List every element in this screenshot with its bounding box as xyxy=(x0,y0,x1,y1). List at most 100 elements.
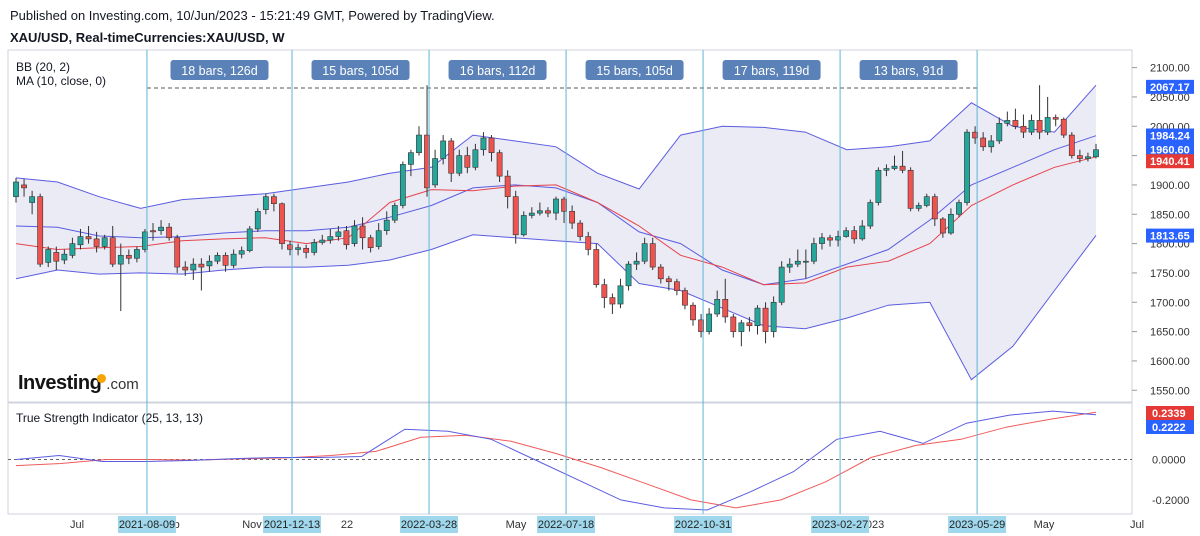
candle-body xyxy=(778,266,785,303)
candle-body xyxy=(351,225,358,244)
range-label: 15 bars, 105d xyxy=(322,64,398,78)
candle-body xyxy=(359,225,366,239)
candle-body xyxy=(271,196,277,205)
bb-legend[interactable]: BB (20, 2) xyxy=(16,60,71,74)
candle-body xyxy=(198,263,205,268)
candle-body xyxy=(875,169,882,203)
candle-body xyxy=(948,213,954,234)
candle-body xyxy=(150,230,156,233)
price-panel: 18 bars, 126d 15 bars, 105d 16 bars, 112d 1… xyxy=(7,49,1194,403)
candle-body xyxy=(311,242,318,253)
candle-body xyxy=(335,231,342,237)
date-marker-tag xyxy=(537,516,596,533)
candle-body xyxy=(657,266,664,280)
candle-body xyxy=(391,205,398,221)
candle-body xyxy=(964,131,970,203)
candle-body xyxy=(706,313,713,332)
candle-body xyxy=(682,290,688,306)
candle-body xyxy=(859,225,866,240)
range-label-box xyxy=(722,60,821,80)
candle-body xyxy=(802,260,809,263)
candle-body xyxy=(142,231,148,250)
candle-body xyxy=(553,198,559,214)
candle-body xyxy=(512,196,519,236)
candle-body xyxy=(1068,134,1075,156)
bb-lower-line xyxy=(15,234,1097,381)
investing-logo: Investing .com xyxy=(18,372,139,395)
candle-body xyxy=(980,137,987,148)
candle-body xyxy=(569,211,576,224)
candle-body xyxy=(448,140,455,174)
candle-body xyxy=(319,239,326,243)
price-tag-label: 1813.65 xyxy=(1150,231,1190,243)
price-tag-box xyxy=(1146,154,1194,169)
range-label: 17 bars, 119d xyxy=(734,64,810,78)
candle-body xyxy=(1028,120,1035,133)
candle-body xyxy=(1044,117,1051,133)
candle-body xyxy=(21,184,27,189)
x-axis-label: May xyxy=(506,519,527,531)
candle-body xyxy=(714,299,721,315)
candle-body xyxy=(665,278,672,283)
range-label-box xyxy=(859,60,958,80)
candle-body xyxy=(109,237,116,265)
candle-body xyxy=(770,301,777,332)
candle-body xyxy=(1060,118,1067,136)
candle-body xyxy=(375,230,382,247)
candle-body xyxy=(1093,149,1099,158)
candle-body xyxy=(754,307,761,327)
price-tag-label: 1940.41 xyxy=(1150,156,1190,168)
tsi-legend[interactable]: True Strength Indicator (25, 13, 13) xyxy=(16,411,203,425)
range-label-box xyxy=(448,60,547,80)
range-label-box xyxy=(311,60,410,80)
candle-body xyxy=(633,260,640,265)
date-marker-label: 2023-05-29 xyxy=(949,519,1005,531)
candle-body xyxy=(327,236,334,241)
candle-body xyxy=(891,165,898,169)
candle-body xyxy=(93,238,100,247)
published-caption: Published on Investing.com, 10/Jun/2023 … xyxy=(10,8,495,23)
candle-body xyxy=(1052,117,1059,120)
candle-body xyxy=(617,285,624,305)
candle-body xyxy=(53,252,60,262)
x-axis-label: Nov xyxy=(242,519,262,531)
tsi-tick-label: 0.0000 xyxy=(1152,455,1186,467)
candle-body xyxy=(819,237,825,244)
candle-body xyxy=(45,249,52,263)
tsi-tick-label: -0.2000 xyxy=(1152,495,1189,507)
candle-body xyxy=(923,196,930,206)
candle-body xyxy=(738,322,745,332)
candle-body xyxy=(585,236,592,250)
x-axis-label: 22 xyxy=(341,519,353,531)
range-label: 16 bars, 112d xyxy=(460,64,536,78)
date-marker-label: 2022-07-18 xyxy=(538,519,594,531)
price-tick-label: 1550.00 xyxy=(1150,385,1190,397)
candle-body xyxy=(504,175,511,197)
candle-body xyxy=(480,137,487,151)
candle-body xyxy=(811,243,817,262)
candle-body xyxy=(472,149,479,168)
tsi-panel: 0.0000 -0.2000 0.2339 0.2222 xyxy=(7,402,1194,515)
range-label-box xyxy=(585,60,684,80)
candle-body xyxy=(730,316,737,332)
candle-body xyxy=(972,131,979,139)
price-tag-box xyxy=(1146,79,1194,94)
range-label: 13 bars, 91d xyxy=(874,64,944,78)
candle-body xyxy=(29,196,36,203)
candle-body xyxy=(254,211,261,230)
range-label: 18 bars, 126d xyxy=(181,64,257,78)
candle-body xyxy=(262,196,269,210)
candle-body xyxy=(762,307,769,332)
candle-body xyxy=(166,226,173,239)
price-tick-label: 1600.00 xyxy=(1150,356,1190,368)
candle-body xyxy=(786,263,793,268)
range-label-box xyxy=(170,60,269,80)
date-marker-label: 2021-08-09 xyxy=(119,519,175,531)
candle-body xyxy=(1036,120,1043,133)
candle-body xyxy=(601,284,608,298)
candle-body xyxy=(536,210,543,214)
ma-legend[interactable]: MA (10, close, 0) xyxy=(16,74,107,88)
candle-body xyxy=(722,299,729,318)
price-tag-box xyxy=(1146,228,1194,243)
